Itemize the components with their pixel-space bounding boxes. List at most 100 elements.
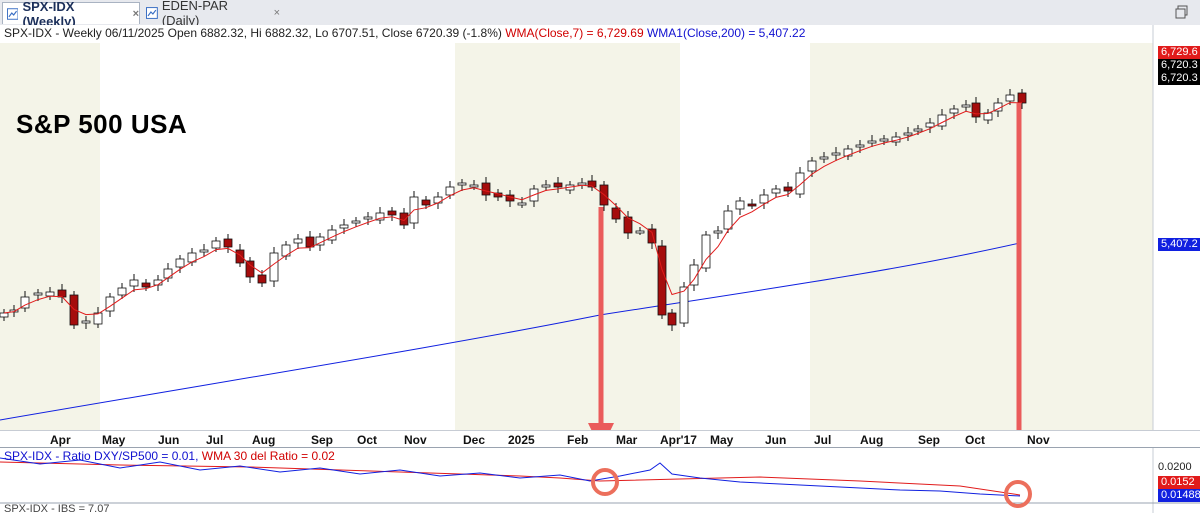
shade-band [455, 43, 680, 430]
candle-body [33, 292, 43, 296]
x-axis-label: Mar [616, 433, 638, 447]
x-axis-label: Sep [918, 433, 941, 447]
candle-body [235, 249, 245, 264]
candle-body [553, 182, 563, 188]
chart-annotation-title: S&P 500 USA [16, 109, 188, 139]
candle-body [831, 152, 841, 156]
candle-body [949, 108, 959, 114]
tab-bar: SPX-IDX (Weekly) × EDEN-PAR (Daily) × [0, 0, 1200, 29]
candle-body [771, 188, 781, 194]
candle-body [925, 122, 935, 128]
wma-long-line [0, 242, 1021, 421]
ratio-line [0, 457, 1021, 497]
x-axis-label: Jul [814, 433, 832, 447]
candle-body [375, 212, 385, 221]
main-chart-panel[interactable]: SPX-IDX - Weekly 06/11/2025 Open 6882.32… [0, 25, 1200, 430]
shade-band [810, 43, 1153, 430]
highlight-circle [591, 468, 619, 496]
candle-body [69, 294, 79, 326]
candle-body [541, 184, 551, 188]
candle-body [679, 286, 689, 324]
candle-body [339, 224, 349, 229]
ratio-info: SPX-IDX - Ratio DXY/SP500 = 0.01, [4, 449, 202, 463]
candle-body [913, 128, 923, 132]
candle-body [689, 264, 699, 286]
candle-body [1017, 92, 1027, 104]
next-panel-label: SPX-IDX - IBS = 7.07 [4, 503, 110, 515]
arrow-head [588, 423, 614, 430]
candle-body [305, 236, 315, 248]
ratio-panel[interactable]: SPX-IDX - Ratio DXY/SP500 = 0.01, WMA 30… [0, 447, 1200, 515]
candle-body [433, 196, 443, 204]
candle-body [93, 312, 103, 325]
candle-body [635, 230, 645, 234]
wma-long-info: WMA1(Close,200) = 5,407.22 [646, 26, 806, 40]
candle-body [481, 182, 491, 196]
candle-body [843, 148, 853, 157]
x-axis-label: Oct [965, 433, 986, 447]
candle-body [199, 249, 209, 253]
candle-body [45, 291, 55, 297]
x-axis-label: Feb [567, 433, 589, 447]
candle-body [269, 252, 279, 282]
ratio-info-line: SPX-IDX - Ratio DXY/SP500 = 0.01, WMA 30… [4, 449, 335, 463]
ratio-wma-value: 0.0152 [1158, 476, 1200, 489]
chart-icon [7, 7, 19, 20]
candle-body [141, 282, 151, 288]
candle-body [701, 234, 711, 269]
candle-body [387, 210, 397, 216]
x-axis-label: 2025 [508, 433, 535, 447]
x-axis-label: Apr'17 [660, 433, 697, 447]
wma-short-line [3, 102, 1023, 316]
x-axis-label: Aug [252, 433, 276, 447]
x-axis-label: Dec [463, 433, 486, 447]
candle-body [577, 182, 587, 186]
shade-band [0, 43, 100, 430]
candle-body [117, 287, 127, 296]
tab-label: EDEN-PAR (Daily) [161, 0, 229, 28]
candle-body [879, 138, 889, 142]
candle-body [747, 203, 757, 207]
candle-body [647, 228, 657, 244]
ratio-y-tick: 0.0200 [1158, 461, 1192, 473]
last-price-label: 6,720.3 [1158, 59, 1200, 72]
ohlc-info: SPX-IDX - Weekly 06/11/2025 Open 6882.32… [4, 26, 502, 40]
candle-body [713, 230, 723, 234]
candle-body [351, 220, 361, 224]
x-axis-label: Jun [158, 433, 180, 447]
price-chart[interactable] [0, 25, 1200, 430]
x-axis-label: Sep [311, 433, 334, 447]
candle-body [971, 102, 981, 118]
candle-body [855, 144, 865, 148]
close-icon[interactable]: × [132, 7, 139, 20]
x-axis-label: May [102, 433, 126, 447]
candle-body [623, 216, 633, 234]
candle-body [421, 199, 431, 206]
close-price-label: 6,720.3 [1158, 72, 1200, 85]
candle-body [129, 279, 139, 287]
candle-body [457, 182, 467, 186]
candle-body [57, 289, 67, 298]
wma-short-price-label: 6,729.6 [1158, 46, 1200, 59]
candle-body [657, 245, 667, 316]
candle-body [807, 160, 817, 172]
candle-body [0, 312, 9, 318]
candle-body [783, 186, 793, 192]
candle-body [667, 312, 677, 326]
ratio-chart[interactable] [0, 448, 1200, 513]
ratio-value: 0.01488 [1158, 489, 1200, 502]
candle-body [1005, 94, 1015, 102]
close-icon[interactable]: × [273, 7, 280, 19]
candle-body [723, 210, 733, 230]
candle-body [445, 186, 455, 196]
tab-spx-weekly[interactable]: SPX-IDX (Weekly) × [2, 0, 140, 29]
candle-body [867, 140, 877, 144]
candle-body [469, 184, 479, 188]
x-axis-label: Nov [1027, 433, 1050, 447]
candle-body [759, 194, 769, 204]
restore-window-icon[interactable] [1174, 4, 1190, 20]
tab-eden-daily[interactable]: EDEN-PAR (Daily) × [142, 0, 280, 28]
ratio-wma-info: WMA 30 del Ratio = 0.02 [201, 449, 335, 463]
wma-short-info: WMA(Close,7) = 6,729.69 [505, 26, 644, 40]
x-axis-label: Nov [404, 433, 427, 447]
